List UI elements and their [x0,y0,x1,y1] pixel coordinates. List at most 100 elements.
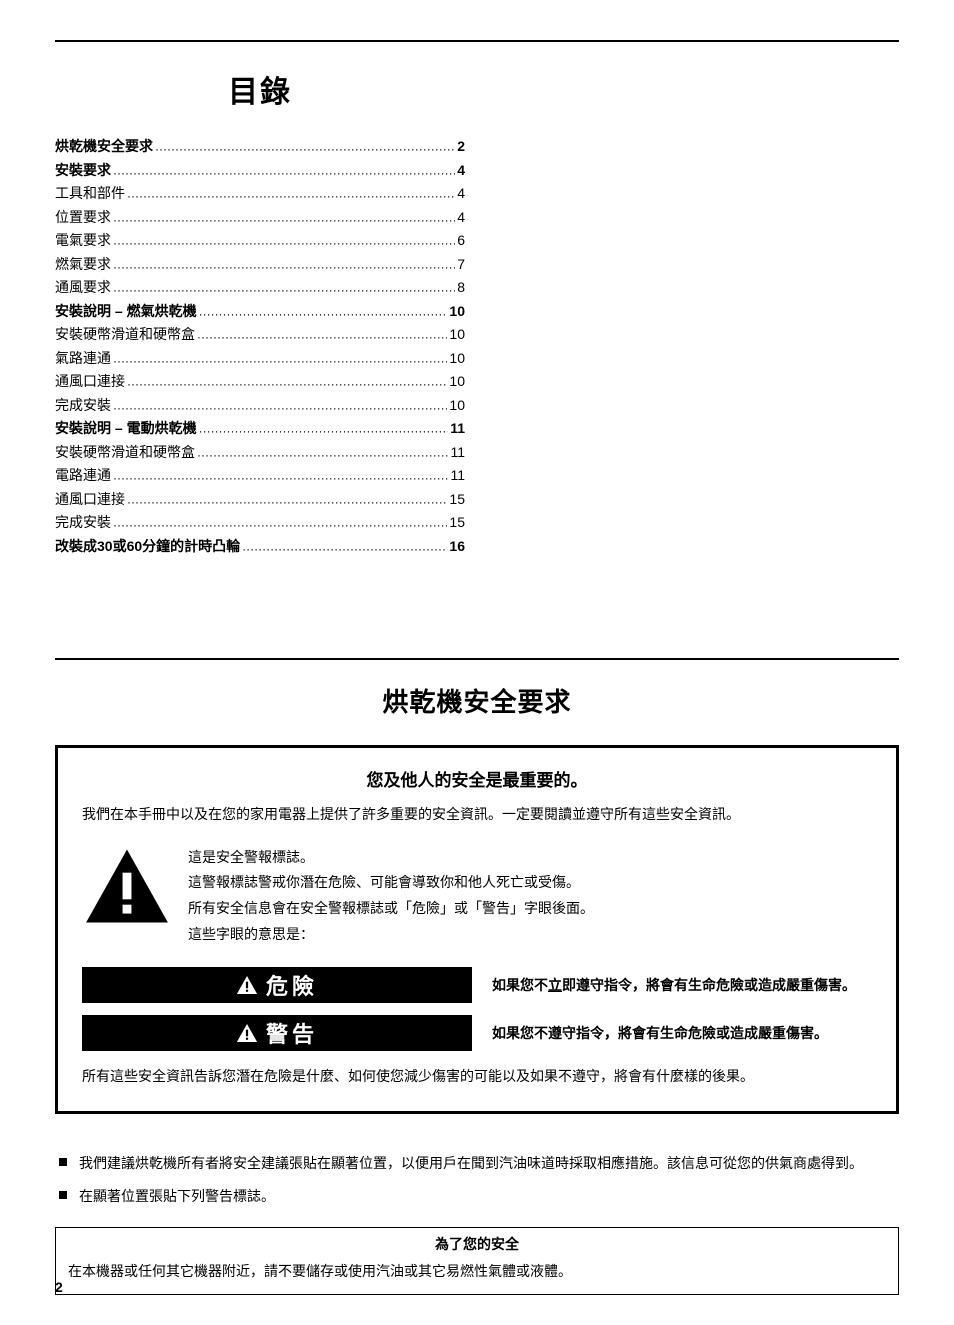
toc-entry: 烘乾機安全要求 2 [55,135,465,159]
alert-triangle-icon [82,846,172,949]
toc-label: 安裝硬幣滑道和硬幣盒 [55,441,195,465]
toc-entry: 完成安裝 10 [55,394,465,418]
toc-label: 通風口連接 [55,488,125,512]
toc-entry: 通風口連接 10 [55,370,465,394]
toc-page: 15 [449,488,465,512]
toc-entry: 安裝要求4 [55,159,465,183]
toc-entry: 氣路連通10 [55,347,465,371]
toc-entry: 通風口連接 15 [55,488,465,512]
toc-entry: 安裝硬幣滑道和硬幣盒 10 [55,323,465,347]
safety-intro: 我們在本手冊中以及在您的家用電器上提供了許多重要的安全資訊。一定要閱讀並遵守所有… [82,803,872,825]
toc-entry: 位置要求 4 [55,206,465,230]
toc-page: 6 [457,229,465,253]
alert-line: 所有安全信息會在安全警報標誌或「危險」或「警告」字眼後面。 [188,897,594,921]
toc-label: 安裝說明 – 電動烘乾機 [55,417,197,441]
safety-head: 您及他人的安全是最重要的。 [82,766,872,791]
mid-rule [55,658,899,660]
toc-entry: 安裝硬幣滑道和硬幣盒 11 [55,441,465,465]
toc-dots [242,537,447,551]
toc-page: 2 [457,135,465,159]
toc-entry: 通風要求 8 [55,276,465,300]
list-item: 我們建議烘乾機所有者將安全建議張貼在顯著位置，以便用戶在聞到汽油味道時採取相應措… [55,1152,899,1174]
alert-text: 這是安全警報標誌。 這警報標誌警戒你潛在危險、可能會導致你和他人死亡或受傷。 所… [188,846,594,949]
toc-page: 16 [449,535,465,559]
recommendation-list: 我們建議烘乾機所有者將安全建議張貼在顯著位置，以便用戶在聞到汽油味道時採取相應措… [55,1152,899,1207]
toc-entry: 安裝說明 – 電動烘乾機 11 [55,417,465,441]
danger-badge: 危險 [82,967,472,1003]
toc-dots [113,161,455,175]
toc-dots [113,208,455,222]
warning-badge: 警告 [82,1015,472,1051]
toc-list: 烘乾機安全要求2安裝要求4工具和部件4位置要求4電氣要求6燃氣要求7通風要求8安… [55,135,465,558]
toc-label: 烘乾機安全要求 [55,135,153,159]
table-of-contents: 目錄 烘乾機安全要求2安裝要求4工具和部件4位置要求4電氣要求6燃氣要求7通風要… [55,67,465,558]
toc-dots [113,466,448,480]
toc-label: 燃氣要求 [55,253,111,277]
toc-dots [197,325,447,339]
toc-dots [199,419,449,433]
list-text: 我們建議烘乾機所有者將安全建議張貼在顯著位置，以便用戶在聞到汽油味道時採取相應措… [79,1152,863,1174]
warning-desc: 如果您不遵守指令，將會有生命危險或造成嚴重傷害。 [492,1023,872,1043]
toc-page: 11 [450,417,465,441]
toc-dots [127,490,447,504]
toc-label: 電氣要求 [55,229,111,253]
toc-dots [113,255,455,269]
toc-page: 4 [457,206,465,230]
toc-entry: 電氣要求 6 [55,229,465,253]
toc-entry: 改裝成30或60分鐘的計時凸輪 16 [55,535,465,559]
toc-entry: 完成安裝15 [55,511,465,535]
toc-dots [113,349,447,363]
list-text: 在顯著位置張貼下列警告標誌。 [79,1185,275,1207]
toc-label: 安裝硬幣滑道和硬幣盒 [55,323,195,347]
toc-dots [113,231,455,245]
toc-page: 7 [457,253,465,277]
for-your-safety-body: 在本機器或任何其它機器附近，請不要儲存或使用汽油或其它易燃性氣體或液體。 [68,1260,886,1282]
danger-row: 危險 如果您不立即遵守指令，將會有生命危險或造成嚴重傷害。 [82,967,872,1003]
safety-foot: 所有這些安全資訊告訴您潛在危險是什麼、如何使您減少傷害的可能以及如果不遵守，將會… [82,1065,872,1087]
toc-page: 10 [449,394,465,418]
toc-dots [199,302,448,316]
warning-label: 警告 [266,1017,318,1049]
toc-page: 10 [449,347,465,371]
toc-page: 10 [449,323,465,347]
toc-label: 電路連通 [55,464,111,488]
section-title: 烘乾機安全要求 [55,682,899,719]
danger-label: 危險 [266,969,318,1001]
toc-page: 11 [450,464,465,488]
toc-label: 安裝說明 – 燃氣烘乾機 [55,300,197,324]
toc-dots [197,443,448,457]
toc-label: 通風口連接 [55,370,125,394]
toc-page: 10 [449,370,465,394]
toc-label: 完成安裝 [55,394,111,418]
toc-dots [127,184,455,198]
toc-dots [113,278,455,292]
alert-line: 這是安全警報標誌。 [188,846,594,870]
toc-page: 11 [450,441,465,465]
alert-triangle-icon [236,1023,258,1043]
toc-entry: 電路連通 11 [55,464,465,488]
bullet-square-icon [59,1158,67,1166]
toc-page: 15 [449,511,465,535]
toc-page: 8 [457,276,465,300]
toc-entry: 工具和部件 4 [55,182,465,206]
toc-label: 位置要求 [55,206,111,230]
toc-page: 10 [449,300,465,324]
toc-title: 目錄 [55,67,465,111]
alert-line: 這警報標誌警戒你潛在危險、可能會導致你和他人死亡或受傷。 [188,871,594,895]
toc-dots [113,513,447,527]
warning-row: 警告 如果您不遵守指令，將會有生命危險或造成嚴重傷害。 [82,1015,872,1051]
toc-label: 改裝成30或60分鐘的計時凸輪 [55,535,240,559]
safety-box: 您及他人的安全是最重要的。 我們在本手冊中以及在您的家用電器上提供了許多重要的安… [55,745,899,1114]
toc-entry: 燃氣要求 7 [55,253,465,277]
toc-label: 安裝要求 [55,159,111,183]
toc-label: 通風要求 [55,276,111,300]
danger-desc: 如果您不立即遵守指令，將會有生命危險或造成嚴重傷害。 [492,975,872,995]
for-your-safety-box: 為了您的安全 在本機器或任何其它機器附近，請不要儲存或使用汽油或其它易燃性氣體或… [55,1227,899,1295]
alert-triangle-icon [236,975,258,995]
toc-page: 4 [457,182,465,206]
alert-row: 這是安全警報標誌。 這警報標誌警戒你潛在危險、可能會導致你和他人死亡或受傷。 所… [82,846,872,949]
toc-label: 工具和部件 [55,182,125,206]
for-your-safety-title: 為了您的安全 [68,1234,886,1254]
toc-entry: 安裝說明 – 燃氣烘乾機 10 [55,300,465,324]
page-number: 2 [55,1279,63,1295]
